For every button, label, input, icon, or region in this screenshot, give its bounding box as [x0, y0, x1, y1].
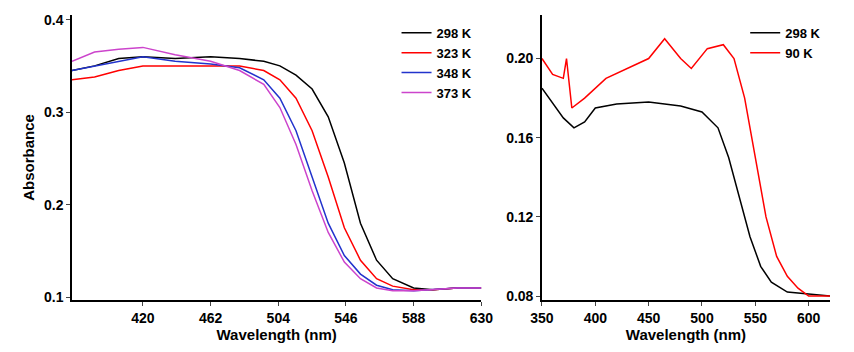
svg-text:350: 350 [530, 310, 554, 326]
svg-text:600: 600 [797, 310, 821, 326]
svg-text:0.08: 0.08 [506, 288, 533, 304]
svg-text:0.4: 0.4 [44, 12, 64, 28]
svg-text:90 K: 90 K [785, 46, 813, 61]
svg-text:298 K: 298 K [785, 26, 820, 41]
svg-text:462: 462 [199, 310, 223, 326]
svg-text:500: 500 [690, 310, 714, 326]
svg-text:Absorbance: Absorbance [20, 114, 37, 201]
svg-text:373 K: 373 K [437, 86, 472, 101]
svg-text:0.2: 0.2 [44, 197, 64, 213]
svg-text:588: 588 [402, 310, 426, 326]
svg-text:0.1: 0.1 [44, 289, 64, 305]
svg-text:Wavelength (nm): Wavelength (nm) [217, 326, 337, 343]
svg-text:450: 450 [637, 310, 661, 326]
svg-text:0.3: 0.3 [44, 104, 64, 120]
svg-text:0.20: 0.20 [506, 50, 533, 66]
svg-text:400: 400 [584, 310, 608, 326]
svg-text:0.12: 0.12 [506, 209, 533, 225]
svg-text:348 K: 348 K [437, 66, 472, 81]
svg-text:550: 550 [744, 310, 768, 326]
svg-text:298 K: 298 K [437, 26, 472, 41]
svg-text:504: 504 [267, 310, 291, 326]
svg-text:546: 546 [334, 310, 358, 326]
svg-text:630: 630 [470, 310, 494, 326]
svg-text:420: 420 [131, 310, 155, 326]
svg-text:323 K: 323 K [437, 46, 472, 61]
svg-text:Wavelength (nm): Wavelength (nm) [626, 326, 746, 343]
svg-text:0.16: 0.16 [506, 130, 533, 146]
